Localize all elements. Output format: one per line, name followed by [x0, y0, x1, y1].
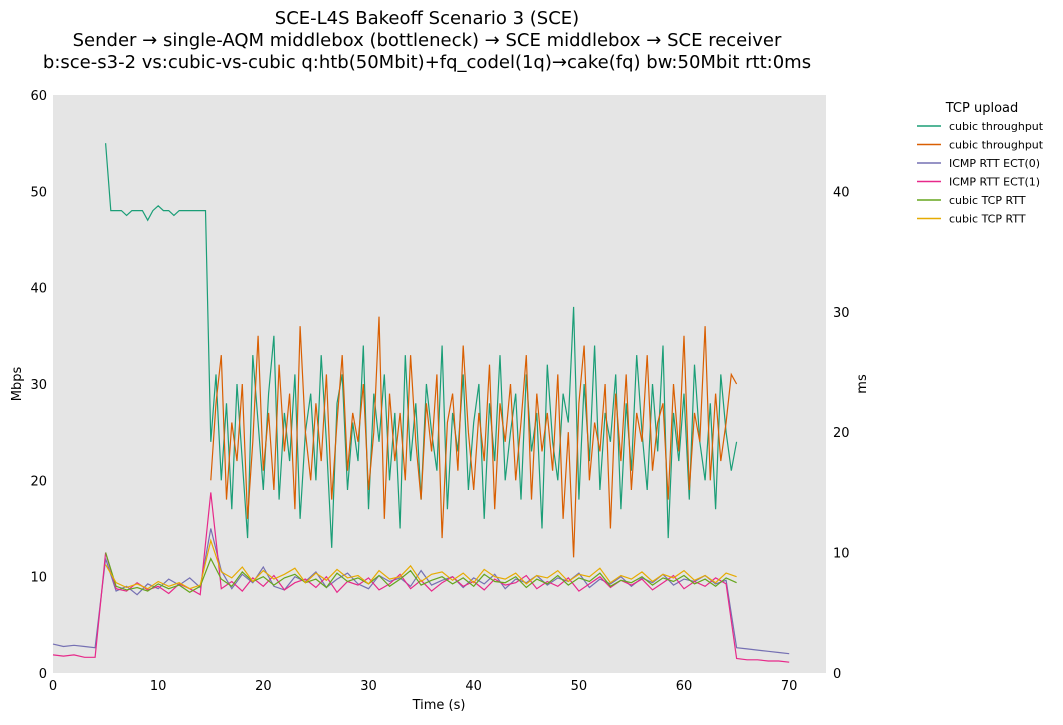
series-line-3	[52, 528, 790, 655]
x-tick-label: 40	[465, 679, 482, 694]
y2-tick-label: 0	[833, 667, 841, 682]
legend-label: cubic TCP RTT	[949, 194, 1026, 207]
legend-item: cubic throughput	[917, 139, 1044, 152]
legend-label: ICMP RTT ECT(0)	[949, 157, 1040, 170]
y-tick-label: 60	[30, 89, 47, 104]
y2-tick-label: 40	[833, 185, 850, 200]
y-tick-label: 20	[30, 474, 47, 489]
y-tick-label: 10	[30, 571, 47, 586]
legend-label: cubic throughput	[949, 139, 1044, 152]
legend-label: ICMP RTT ECT(1)	[949, 176, 1040, 189]
y2-axis-label: ms	[855, 374, 870, 394]
series-layer	[52, 143, 790, 663]
chart-title-line-1: SCE-L4S Bakeoff Scenario 3 (SCE)	[275, 8, 579, 29]
y-tick-label: 40	[30, 282, 47, 297]
legend: TCP upload cubic throughput cubic through…	[917, 101, 1044, 226]
x-tick-label: 70	[781, 679, 798, 694]
y-tick-label: 0	[39, 667, 47, 682]
y-tick-label: 30	[30, 378, 47, 393]
y-tick-label: 50	[30, 185, 47, 200]
ticks-layer: 0 10 20 30 40 50 60 70 0 10 20 30 40 50 60 0 10 20 30 40	[30, 89, 849, 694]
x-tick-label: 0	[49, 679, 57, 694]
series-line-6	[105, 538, 737, 590]
series-line-4	[52, 492, 790, 663]
legend-item: cubic TCP RTT	[917, 194, 1026, 207]
x-tick-label: 10	[150, 679, 167, 694]
legend-title: TCP upload	[945, 101, 1019, 116]
x-axis-label: Time (s)	[412, 698, 466, 713]
legend-label: cubic TCP RTT	[949, 213, 1026, 226]
chart-title-line-2: Sender → single-AQM middlebox (bottlenec…	[73, 30, 782, 51]
x-tick-label: 20	[255, 679, 272, 694]
x-tick-label: 30	[360, 679, 377, 694]
legend-item: ICMP RTT ECT(1)	[917, 176, 1040, 189]
x-tick-label: 50	[571, 679, 588, 694]
y2-tick-label: 30	[833, 306, 850, 321]
chart-title-line-3: b:sce-s3-2 vs:cubic-vs-cubic q:htb(50Mbi…	[43, 52, 811, 73]
x-tick-label: 60	[676, 679, 693, 694]
series-line-5	[105, 552, 737, 594]
y2-tick-label: 20	[833, 426, 850, 441]
series-line-2	[210, 316, 738, 558]
legend-item: cubic throughput	[917, 120, 1044, 133]
legend-label: cubic throughput	[949, 120, 1044, 133]
y2-tick-label: 10	[833, 547, 850, 562]
legend-item: cubic TCP RTT	[917, 213, 1026, 226]
legend-item: ICMP RTT ECT(0)	[917, 157, 1040, 170]
plot-area	[53, 95, 826, 673]
y-axis-label: Mbps	[10, 367, 25, 402]
